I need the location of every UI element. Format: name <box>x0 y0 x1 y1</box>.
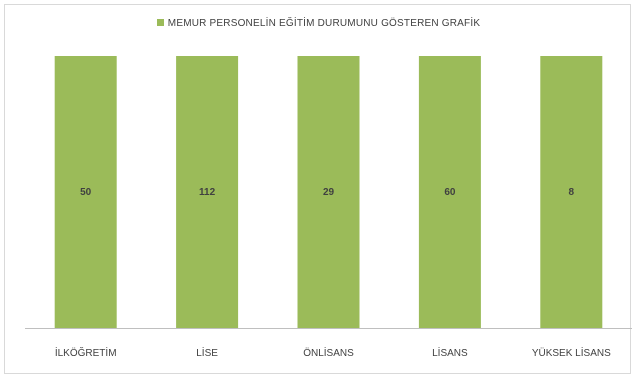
bar-2 <box>176 56 239 328</box>
bars-group <box>54 56 603 328</box>
legend: MEMUR PERSONELİN EĞİTİM DURUMUNU GÖSTERE… <box>0 18 637 29</box>
x-tick-label-2: LİSE <box>196 346 218 359</box>
x-tick-label-5: YÜKSEK LİSANS <box>532 346 611 359</box>
data-label-2: 112 <box>199 187 216 198</box>
legend-swatch <box>156 19 164 26</box>
bar-1 <box>54 56 117 328</box>
labels-group: 50 İLKÖĞRETİM 112 LİSE 29 ÖNLİSANS 60 LİSANS 8 YÜ… <box>55 187 611 359</box>
legend-label: MEMUR PERSONELİN EĞİTİM DURUMUNU GÖSTERE… <box>167 18 481 29</box>
data-label-4: 60 <box>444 187 456 198</box>
data-label-1: 50 <box>80 187 92 198</box>
bar-5 <box>540 56 603 328</box>
x-tick-label-1: İLKÖĞRETİM <box>55 346 117 359</box>
data-label-3: 29 <box>323 187 335 198</box>
x-tick-label-4: LİSANS <box>432 346 468 359</box>
data-label-5: 8 <box>569 187 575 198</box>
bar-3 <box>297 56 360 328</box>
bar-4 <box>418 56 481 328</box>
x-tick-label-3: ÖNLİSANS <box>303 346 354 359</box>
